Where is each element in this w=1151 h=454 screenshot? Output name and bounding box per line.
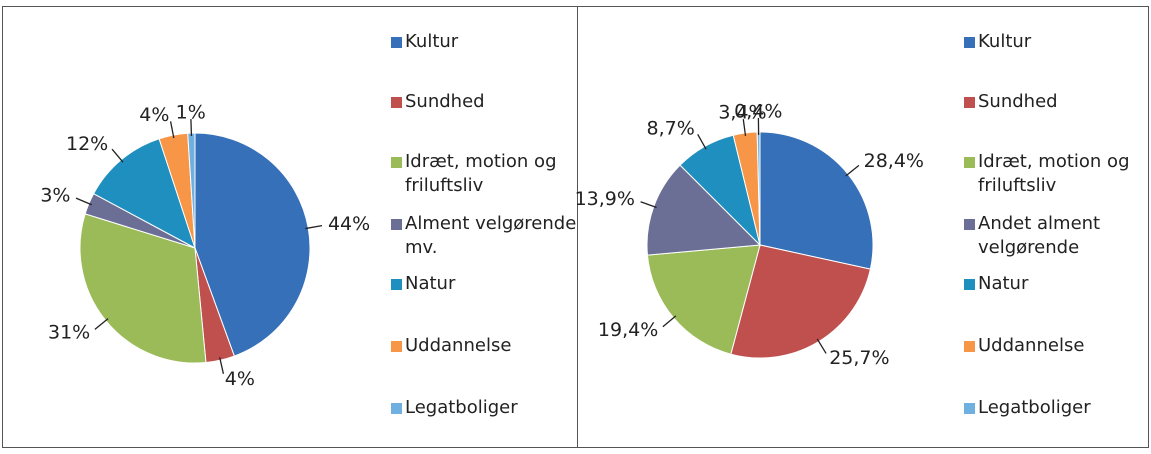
data-label: 3% (40, 184, 70, 206)
legend-swatch (391, 157, 402, 168)
legend-item: Idræt, motion og friluftsliv (964, 150, 1151, 198)
legend-label: Kultur (978, 31, 1032, 52)
legend-item: Natur (391, 272, 585, 296)
legend-label: Natur (978, 273, 1029, 294)
legend-swatch (391, 219, 402, 230)
legend-item: Idræt, motion og friluftsliv (391, 150, 585, 198)
legend-swatch (964, 157, 975, 168)
legend-label: Sundhed (978, 91, 1058, 112)
leader-line (742, 119, 747, 137)
data-label: 0,4% (734, 101, 782, 123)
leader-line (219, 357, 225, 374)
legend-item: Kultur (391, 30, 585, 54)
legend-item: Natur (964, 272, 1151, 296)
data-label: 4% (225, 368, 255, 390)
legend-swatch (964, 37, 975, 48)
legend-swatch (391, 341, 402, 352)
legend-label: Natur (405, 273, 456, 294)
legend-swatch (964, 219, 975, 230)
legend-label: Kultur (405, 31, 459, 52)
leader-line (94, 318, 109, 330)
data-label: 8,7% (646, 118, 694, 140)
legend-item: Andet alment velgørende (964, 212, 1151, 260)
legend-item: Sundhed (391, 90, 585, 114)
legend-swatch (391, 97, 402, 108)
panel (577, 6, 1149, 448)
legend-swatch (964, 279, 975, 290)
legend-swatch (391, 279, 402, 290)
data-label: 19,4% (598, 319, 658, 341)
data-label: 12% (66, 133, 108, 155)
legend-label: Andet alment velgørende (978, 213, 1101, 258)
legend-swatch (964, 341, 975, 352)
legend-label: Alment velgørende mv. (405, 213, 577, 258)
legend-item: Legatboliger (964, 396, 1151, 420)
leader-line (697, 134, 707, 150)
legend-swatch (391, 403, 402, 414)
legend-label: Sundhed (405, 91, 485, 112)
leader-line (190, 119, 193, 137)
legend-label: Uddannelse (978, 335, 1085, 356)
leader-line (305, 224, 323, 230)
legend-swatch (391, 37, 402, 48)
legend-swatch (964, 403, 975, 414)
leader-line (111, 148, 124, 163)
data-label: 1% (176, 102, 206, 124)
legend-item: Alment velgørende mv. (391, 212, 585, 260)
data-label: 4% (139, 104, 169, 126)
legend-item: Uddannelse (964, 334, 1151, 358)
legend-label: Idræt, motion og friluftsliv (405, 151, 557, 196)
legend-label: Legatboliger (978, 397, 1091, 418)
data-label: 28,4% (864, 150, 924, 172)
data-label: 3,4% (718, 102, 766, 124)
leader-line (75, 197, 92, 206)
legend-label: Legatboliger (405, 397, 518, 418)
legend-item: Uddannelse (391, 334, 585, 358)
leader-line (169, 121, 175, 139)
leader-line (662, 315, 677, 328)
data-label: 25,7% (829, 347, 889, 369)
legend-label: Uddannelse (405, 335, 512, 356)
leader-line (640, 201, 657, 209)
legend-swatch (964, 97, 975, 108)
legend-item: Legatboliger (391, 396, 585, 420)
leader-line (816, 338, 827, 354)
legend-item: Kultur (964, 30, 1151, 54)
data-label: 31% (48, 322, 90, 344)
data-label: 44% (328, 213, 370, 235)
leader-line (845, 164, 860, 177)
data-label: 13,9% (575, 188, 635, 210)
legend-item: Sundhed (964, 90, 1151, 114)
legend-label: Idræt, motion og friluftsliv (978, 151, 1130, 196)
